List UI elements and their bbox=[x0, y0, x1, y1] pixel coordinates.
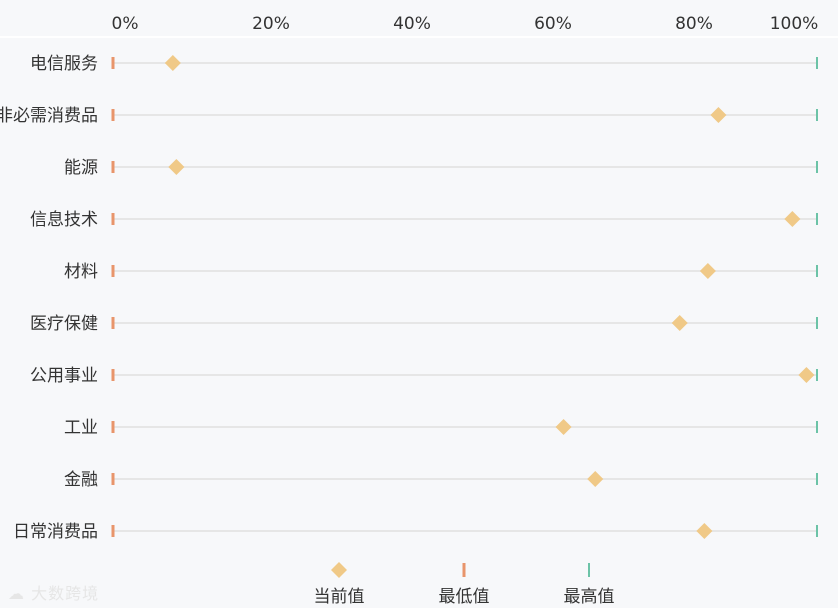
chart-row: 能源 bbox=[64, 158, 818, 178]
category-label: 日常消费品 bbox=[13, 522, 98, 542]
current-value-marker bbox=[699, 263, 716, 279]
current-value-marker bbox=[696, 523, 713, 539]
legend: 当前值 最低值 最高值 bbox=[314, 562, 615, 607]
legend-diamond-icon bbox=[331, 562, 347, 578]
current-value-marker bbox=[710, 107, 727, 123]
legend-item: 当前值 bbox=[314, 562, 365, 607]
chart-row: 电信服务 bbox=[30, 54, 818, 74]
x-axis: 0% 20% 40% 60% 80% 100% bbox=[0, 14, 838, 38]
watermark-logo: ☁ 大数跨境 bbox=[8, 580, 99, 604]
legend-label: 最高值 bbox=[564, 587, 615, 607]
legend-item: 最低值 bbox=[439, 563, 490, 607]
chart-row: 金融 bbox=[64, 470, 818, 490]
legend-label: 最低值 bbox=[439, 587, 490, 607]
x-tick-label: 40% bbox=[393, 14, 431, 34]
current-value-marker bbox=[168, 159, 185, 175]
chart-row: 医疗保健 bbox=[30, 314, 818, 334]
watermark-icon: ☁ bbox=[8, 584, 25, 603]
current-value-marker bbox=[784, 211, 801, 227]
chart-row: 信息技术 bbox=[30, 210, 818, 230]
current-value-marker bbox=[671, 315, 688, 331]
chart-row: 非必需消费品 bbox=[0, 106, 818, 126]
current-value-marker bbox=[555, 419, 572, 435]
x-tick-label: 60% bbox=[534, 14, 572, 34]
x-tick-label: 0% bbox=[112, 14, 139, 34]
legend-label: 当前值 bbox=[314, 587, 365, 607]
category-label: 医疗保健 bbox=[30, 314, 98, 334]
category-label: 信息技术 bbox=[30, 210, 98, 230]
watermark-text: 大数跨境 bbox=[31, 584, 100, 603]
category-label: 电信服务 bbox=[30, 54, 98, 74]
category-label: 金融 bbox=[64, 470, 98, 490]
chart-row: 材料 bbox=[64, 262, 818, 282]
chart-row: 日常消费品 bbox=[13, 522, 818, 542]
chart-row: 工业 bbox=[64, 418, 818, 438]
legend-item: 最高值 bbox=[564, 563, 615, 607]
x-tick-label: 100% bbox=[770, 14, 819, 34]
x-tick-label: 80% bbox=[675, 14, 713, 34]
chart-row: 公用事业 bbox=[30, 366, 818, 386]
category-label: 能源 bbox=[64, 158, 98, 178]
x-tick-label: 20% bbox=[252, 14, 290, 34]
category-label: 工业 bbox=[64, 418, 98, 438]
current-value-marker bbox=[587, 471, 604, 487]
category-label: 非必需消费品 bbox=[0, 106, 98, 126]
current-value-marker bbox=[164, 55, 181, 71]
category-label: 材料 bbox=[64, 262, 98, 282]
current-value-marker bbox=[798, 367, 815, 383]
category-label: 公用事业 bbox=[30, 366, 98, 386]
